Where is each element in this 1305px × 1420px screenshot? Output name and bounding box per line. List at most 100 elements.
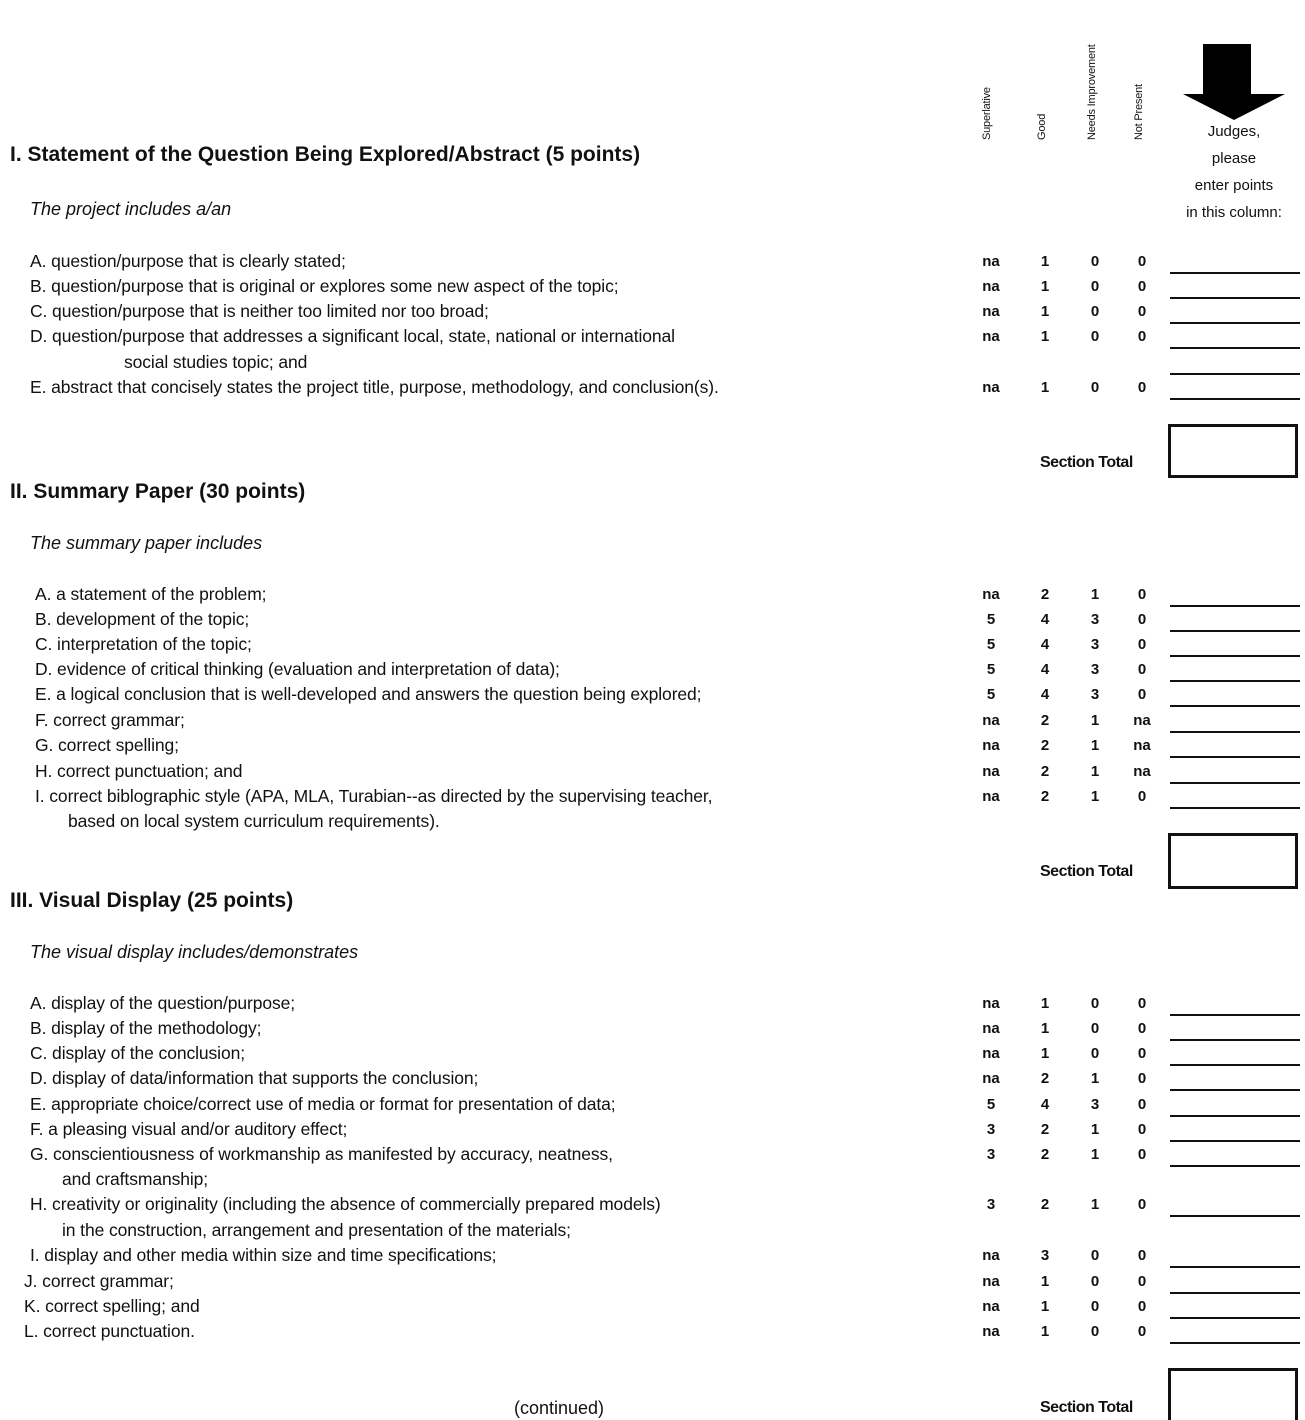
points-entry-line[interactable]	[1170, 1039, 1300, 1041]
score-superlative: 5	[986, 1096, 996, 1113]
score-superlative: na	[982, 1247, 1000, 1264]
judges-line-3: enter points	[1194, 177, 1274, 194]
points-entry-line[interactable]	[1170, 680, 1300, 682]
item-text: G. correct spelling;	[35, 735, 179, 755]
score-superlative: na	[982, 1298, 1000, 1315]
score-good: 2	[1040, 1146, 1050, 1163]
points-entry-line[interactable]	[1170, 1266, 1300, 1268]
score-superlative: na	[982, 712, 1000, 729]
score-good: 4	[1040, 611, 1050, 628]
item-text: K. correct spelling; and	[24, 1296, 200, 1316]
points-entry-line[interactable]	[1170, 705, 1300, 707]
score-needs-improvement: 1	[1090, 1146, 1100, 1163]
item-text: D. question/purpose that addresses a sig…	[30, 326, 675, 346]
section-2-intro: The summary paper includes	[30, 533, 263, 553]
score-superlative: na	[982, 278, 1000, 295]
score-not-present: 0	[1137, 1196, 1147, 1213]
score-not-present: na	[1133, 763, 1151, 780]
score-superlative: na	[982, 253, 1000, 270]
score-needs-improvement: 3	[1090, 611, 1100, 628]
points-entry-line[interactable]	[1170, 756, 1300, 758]
points-entry-line[interactable]	[1170, 655, 1300, 657]
points-entry-line[interactable]	[1170, 1317, 1300, 1319]
points-entry-line[interactable]	[1170, 1115, 1300, 1117]
item-text: H. correct punctuation; and	[35, 761, 243, 781]
score-good: 1	[1040, 1020, 1050, 1037]
score-not-present: 0	[1137, 1121, 1147, 1138]
score-superlative: na	[982, 995, 1000, 1012]
score-needs-improvement: 0	[1090, 1247, 1100, 1264]
score-not-present: 0	[1137, 686, 1147, 703]
points-entry-line[interactable]	[1170, 297, 1300, 299]
section-3-total-label: Section Total	[1040, 1399, 1133, 1416]
score-good: 1	[1040, 379, 1050, 396]
item-text: B. question/purpose that is original or …	[30, 276, 619, 296]
item-text: B. development of the topic;	[35, 609, 250, 629]
score-good: 2	[1040, 763, 1050, 780]
score-superlative: na	[982, 379, 1000, 396]
points-entry-line[interactable]	[1170, 272, 1300, 274]
section-3-total-box[interactable]	[1168, 1368, 1298, 1420]
score-not-present: 0	[1137, 611, 1147, 628]
score-good: 1	[1040, 253, 1050, 270]
section-2-total-label: Section Total	[1040, 863, 1133, 880]
score-needs-improvement: 1	[1090, 737, 1100, 754]
points-entry-line[interactable]	[1170, 605, 1300, 607]
points-entry-line[interactable]	[1170, 1215, 1300, 1217]
points-entry-line[interactable]	[1170, 1064, 1300, 1066]
score-superlative: 3	[986, 1196, 996, 1213]
item-text: H. creativity or originality (including …	[30, 1194, 661, 1214]
score-superlative: na	[982, 303, 1000, 320]
score-not-present: 0	[1137, 636, 1147, 653]
points-entry-line[interactable]	[1170, 398, 1300, 400]
item-text-continued: social studies topic; and	[124, 352, 308, 372]
judges-line-2: please	[1211, 150, 1257, 167]
score-needs-improvement: 3	[1090, 1096, 1100, 1113]
points-entry-line[interactable]	[1170, 347, 1300, 349]
section-2-title: II. Summary Paper (30 points)	[10, 480, 306, 503]
item-text: A. question/purpose that is clearly stat…	[30, 251, 346, 271]
points-entry-line[interactable]	[1170, 1292, 1300, 1294]
score-needs-improvement: 0	[1090, 995, 1100, 1012]
judges-line-1: Judges,	[1207, 123, 1261, 140]
points-entry-line[interactable]	[1170, 1140, 1300, 1142]
section-2-total-box[interactable]	[1168, 833, 1298, 889]
points-entry-line[interactable]	[1170, 731, 1300, 733]
score-not-present: 0	[1137, 661, 1147, 678]
points-entry-line[interactable]	[1170, 373, 1300, 375]
score-good: 3	[1040, 1247, 1050, 1264]
item-text: E. appropriate choice/correct use of med…	[30, 1094, 616, 1114]
score-good: 1	[1040, 278, 1050, 295]
item-text: L. correct punctuation.	[24, 1321, 195, 1341]
points-entry-line[interactable]	[1170, 1014, 1300, 1016]
points-entry-line[interactable]	[1170, 630, 1300, 632]
score-not-present: na	[1133, 712, 1151, 729]
points-entry-line[interactable]	[1170, 807, 1300, 809]
score-good: 2	[1040, 1121, 1050, 1138]
score-needs-improvement: 0	[1090, 1323, 1100, 1340]
score-superlative: na	[982, 1045, 1000, 1062]
points-entry-line[interactable]	[1170, 782, 1300, 784]
score-good: 2	[1040, 712, 1050, 729]
score-good: 2	[1040, 788, 1050, 805]
score-not-present: 0	[1137, 1247, 1147, 1264]
item-text: C. interpretation of the topic;	[35, 634, 252, 654]
score-needs-improvement: 1	[1090, 788, 1100, 805]
points-entry-line[interactable]	[1170, 1165, 1300, 1167]
score-good: 1	[1040, 328, 1050, 345]
score-good: 1	[1040, 1298, 1050, 1315]
score-good: 4	[1040, 1096, 1050, 1113]
points-entry-line[interactable]	[1170, 322, 1300, 324]
section-1-total-box[interactable]	[1168, 424, 1298, 478]
item-text: E. a logical conclusion that is well-dev…	[35, 684, 702, 704]
item-text: E. abstract that concisely states the pr…	[30, 377, 719, 397]
score-superlative: na	[982, 1020, 1000, 1037]
column-header-good: Good	[1036, 113, 1048, 140]
points-entry-line[interactable]	[1170, 1342, 1300, 1344]
score-needs-improvement: 1	[1090, 1196, 1100, 1213]
score-superlative: 3	[986, 1146, 996, 1163]
item-text: A. display of the question/purpose;	[30, 993, 296, 1013]
score-not-present: 0	[1137, 1020, 1147, 1037]
points-entry-line[interactable]	[1170, 1089, 1300, 1091]
section-3-title: III. Visual Display (25 points)	[10, 889, 294, 912]
